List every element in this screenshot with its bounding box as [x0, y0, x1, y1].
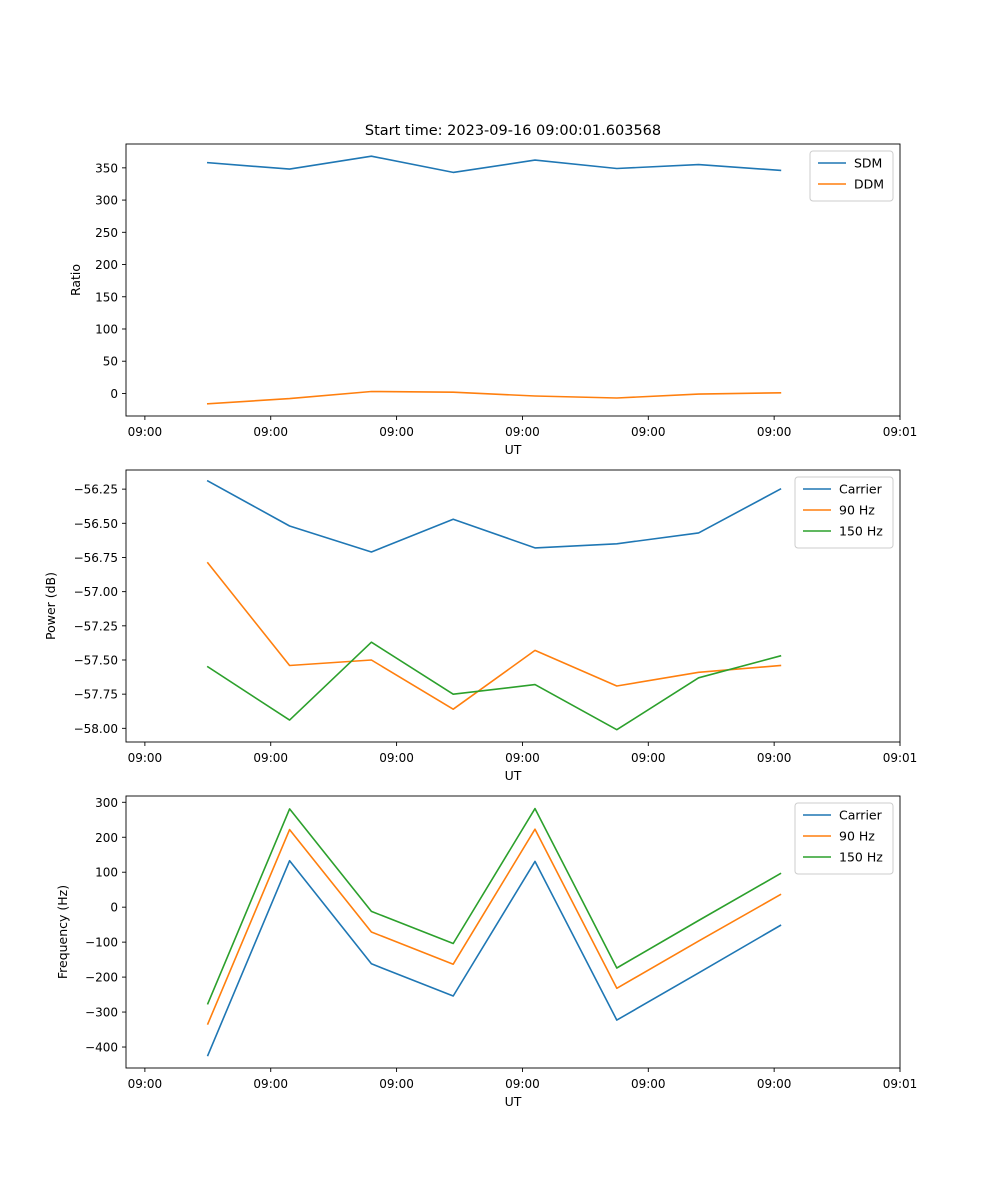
frequency-y-axis-label: Frequency (Hz) — [55, 885, 70, 979]
power-legend-label: 150 Hz — [839, 524, 883, 539]
power-x-tick-label: 09:00 — [757, 751, 792, 765]
frequency-y-tick-label: −100 — [85, 936, 118, 950]
power-y-tick-label: −56.50 — [74, 517, 118, 531]
power-legend-label: Carrier — [839, 482, 883, 497]
frequency-legend-label: 90 Hz — [839, 829, 875, 844]
power-series-90-hz-line — [206, 561, 782, 711]
ratio-y-tick-label: 250 — [95, 226, 118, 240]
ratio-x-tick-label: 09:00 — [757, 425, 792, 439]
ratio-legend-label: SDM — [854, 156, 882, 171]
ratio-chart: 09:00 09:00 09:00 09:00 09:00 09:00 09:01 0 50 10… — [68, 143, 918, 457]
ratio-x-tick-label: 09:00 — [253, 425, 288, 439]
ratio-y-tick-label: 350 — [95, 161, 118, 175]
frequency-x-tick-label: 09:00 — [253, 1077, 288, 1091]
frequency-x-tick-label: 09:00 — [379, 1077, 414, 1091]
power-y-axis-label: Power (dB) — [43, 572, 58, 640]
frequency-x-tick-label: 09:00 — [757, 1077, 792, 1091]
power-x-tick-label: 09:01 — [883, 751, 918, 765]
frequency-legend-label: Carrier — [839, 808, 883, 823]
frequency-y-tick-label: 200 — [95, 831, 118, 845]
power-series-150-hz-line — [206, 641, 782, 731]
frequency-x-axis-label: UT — [505, 1094, 522, 1109]
frequency-axes-frame — [125, 795, 901, 1069]
power-x-tick-label: 09:00 — [631, 751, 666, 765]
ratio-y-tick-label: 150 — [95, 290, 118, 304]
ratio-x-tick-label: 09:00 — [128, 425, 163, 439]
power-y-tick-label: −57.00 — [74, 585, 118, 599]
power-x-tick-label: 09:00 — [253, 751, 288, 765]
power-series-carrier-line — [206, 479, 782, 553]
power-y-tick-label: −57.25 — [74, 619, 118, 633]
ratio-y-tick-label: 0 — [110, 387, 118, 401]
frequency-x-tick-label: 09:00 — [505, 1077, 540, 1091]
ratio-x-tick-label: 09:00 — [631, 425, 666, 439]
power-y-tick-label: −57.50 — [74, 653, 118, 667]
frequency-series-90-hz-line — [206, 828, 782, 1025]
frequency-y-tick-label: 0 — [110, 901, 118, 915]
frequency-x-tick-label: 09:00 — [128, 1077, 163, 1091]
power-y-tick-label: −57.75 — [74, 688, 118, 702]
power-x-tick-label: 09:00 — [128, 751, 163, 765]
ratio-x-tick-label: 09:00 — [505, 425, 540, 439]
power-axes-frame — [125, 469, 901, 743]
frequency-x-tick-label: 09:00 — [631, 1077, 666, 1091]
power-x-tick-label: 09:00 — [505, 751, 540, 765]
ratio-axes-frame — [125, 143, 901, 417]
frequency-series-150-hz-line — [206, 807, 782, 1005]
power-chart: 09:00 09:00 09:00 09:00 09:00 09:00 09:01 −58.0… — [43, 469, 918, 783]
ratio-y-axis-label: Ratio — [68, 264, 83, 296]
ratio-legend-label: DDM — [854, 177, 884, 192]
ratio-x-tick-label: 09:00 — [379, 425, 414, 439]
ratio-series-ddm-line — [206, 390, 782, 405]
ratio-y-tick-label: 300 — [95, 194, 118, 208]
power-y-tick-label: −58.00 — [74, 722, 118, 736]
frequency-y-tick-label: −300 — [85, 1006, 118, 1020]
ratio-x-axis-label: UT — [505, 442, 522, 457]
frequency-y-tick-label: 300 — [95, 796, 118, 810]
power-y-tick-label: −56.75 — [74, 551, 118, 565]
ratio-y-tick-label: 100 — [95, 322, 118, 336]
power-legend-label: 90 Hz — [839, 503, 875, 518]
power-y-tick-label: −56.25 — [74, 483, 118, 497]
frequency-legend-label: 150 Hz — [839, 850, 883, 865]
ratio-series-sdm-line — [206, 155, 782, 174]
frequency-series-carrier-line — [206, 859, 782, 1057]
ratio-y-tick-label: 50 — [103, 355, 118, 369]
figure-title: Start time: 2023-09-16 09:00:01.603568 — [365, 123, 661, 139]
frequency-x-tick-label: 09:01 — [883, 1077, 918, 1091]
power-x-axis-label: UT — [505, 768, 522, 783]
frequency-chart: 09:00 09:00 09:00 09:00 09:00 09:00 09:01 −400 −… — [55, 795, 918, 1109]
frequency-y-tick-label: −400 — [85, 1041, 118, 1055]
ratio-y-tick-label: 200 — [95, 258, 118, 272]
frequency-y-tick-label: 100 — [95, 866, 118, 880]
power-x-tick-label: 09:00 — [379, 751, 414, 765]
frequency-y-tick-label: −200 — [85, 971, 118, 985]
ratio-x-tick-label: 09:01 — [883, 425, 918, 439]
